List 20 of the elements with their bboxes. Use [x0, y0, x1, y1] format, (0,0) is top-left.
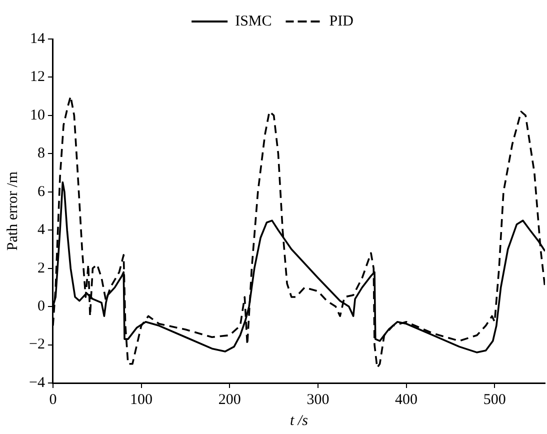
- y-tick-label: 12: [30, 69, 45, 86]
- y-tick-label: −4: [28, 374, 46, 391]
- x-tick-label: 500: [483, 392, 506, 408]
- x-axis-title: t /s: [290, 412, 308, 429]
- x-tick-label: 300: [306, 392, 330, 408]
- y-tick-label: 8: [37, 146, 45, 162]
- y-tick-label: 14: [30, 30, 46, 47]
- x-tick-label: 0: [49, 392, 57, 408]
- y-axis-title: Path error /m: [4, 171, 21, 251]
- y-tick-label: 0: [37, 298, 45, 314]
- y-tick-label: 2: [37, 260, 45, 276]
- y-tick-label: −2: [28, 336, 45, 353]
- x-tick-label: 200: [218, 392, 241, 408]
- legend-label: ISMC: [235, 13, 272, 30]
- y-tick-label: 10: [30, 107, 45, 124]
- x-tick-label: 400: [395, 392, 418, 408]
- y-tick-label: 6: [37, 184, 46, 200]
- y-tick-label: 4: [37, 222, 46, 238]
- legend-label: PID: [329, 13, 354, 30]
- x-tick-label: 100: [130, 392, 153, 408]
